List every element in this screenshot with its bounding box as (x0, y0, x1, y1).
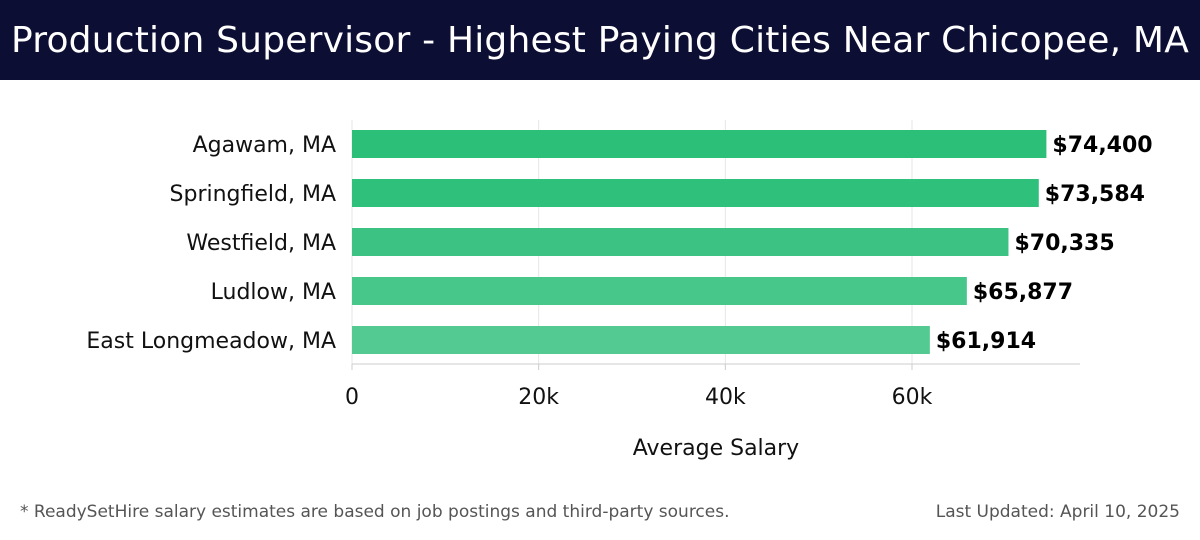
value-label: $61,914 (936, 329, 1036, 354)
category-label: Agawam, MA (193, 133, 336, 158)
bar (352, 228, 1009, 256)
x-tick-label: 40k (705, 385, 746, 410)
last-updated: Last Updated: April 10, 2025 (935, 502, 1180, 522)
footer-note: * ReadySetHire salary estimates are base… (20, 502, 730, 522)
chart-header: Production Supervisor - Highest Paying C… (0, 0, 1200, 80)
x-axis-title: Average Salary (633, 436, 799, 461)
category-label: Ludlow, MA (211, 280, 336, 305)
value-label: $70,335 (1014, 231, 1114, 256)
bar (352, 277, 967, 305)
x-axis: 0 20k 40k 60k (345, 363, 1080, 410)
x-tick-label: 60k (892, 385, 933, 410)
value-label: $74,400 (1052, 133, 1152, 158)
value-label: $73,584 (1045, 182, 1145, 207)
bar (352, 130, 1047, 158)
category-label: Westfield, MA (186, 231, 336, 256)
bars: Agawam, MA $74,400 Springfield, MA $73,584 W… (86, 130, 1153, 354)
category-label: Springfield, MA (170, 182, 336, 207)
bar-chart: Agawam, MA $74,400 Springfield, MA $73,584 W… (86, 120, 1153, 461)
bar (352, 326, 930, 354)
chart-title: Production Supervisor - Highest Paying C… (10, 19, 1190, 61)
x-tick-label: 20k (518, 385, 559, 410)
category-label: East Longmeadow, MA (86, 329, 336, 354)
bar (352, 179, 1039, 207)
value-label: $65,877 (973, 280, 1073, 305)
x-tick-label: 0 (345, 385, 359, 410)
